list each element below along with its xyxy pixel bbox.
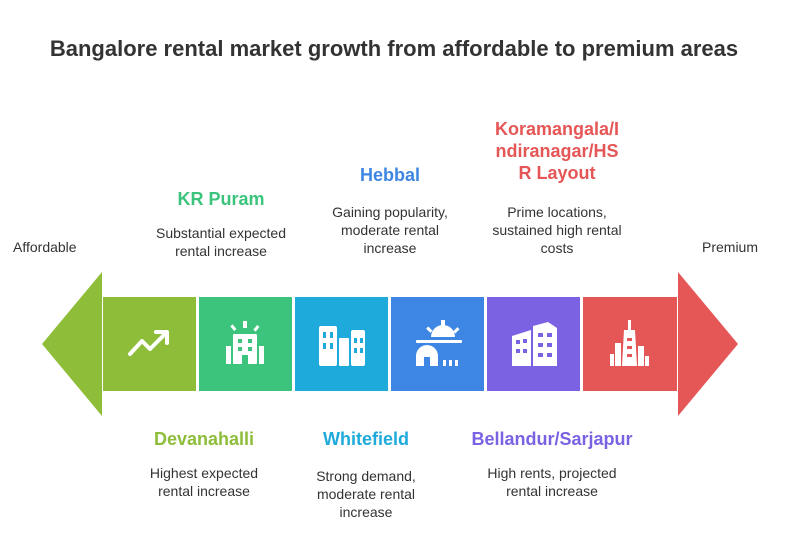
desc-hebbal-line-2: moderate rental xyxy=(340,222,440,238)
desc-hebbal-line-3: increase xyxy=(363,240,417,256)
premium-label: Premium xyxy=(702,239,759,255)
desc-koramangala-line-3: costs xyxy=(540,240,574,256)
desc-kr-puram-line-2: rental increase xyxy=(175,243,267,259)
affordable-label: Affordable xyxy=(13,239,77,255)
desc-whitefield-line-1: Strong demand, xyxy=(316,468,416,484)
heading-bellandur: Bellandur/Sarjapur xyxy=(471,429,633,449)
heading-whitefield: Whitefield xyxy=(323,429,409,449)
desc-devanahalli-line-2: rental increase xyxy=(158,483,250,499)
heading-koramangala-line-1: Koramangala/I xyxy=(494,119,620,139)
building-icon xyxy=(226,321,264,364)
desc-whitefield-line-2: moderate rental xyxy=(316,486,416,502)
sunrise-house-icon xyxy=(416,320,462,366)
heading-kr-puram: KR Puram xyxy=(177,189,265,209)
right-arrow-head xyxy=(678,272,738,416)
desc-bellandur: High rents, projected rental increase xyxy=(462,464,642,500)
left-arrow-head xyxy=(42,272,102,416)
desc-koramangala: Prime locations, sustained high rental c… xyxy=(472,203,642,257)
desc-devanahalli: Highest expected rental increase xyxy=(124,464,284,500)
desc-koramangala-line-2: sustained high rental xyxy=(492,222,622,238)
desc-hebbal-line-1: Gaining popularity, xyxy=(332,204,448,220)
heading-koramangala-line-3: R Layout xyxy=(518,163,596,183)
desc-hebbal: Gaining popularity, moderate rental incr… xyxy=(310,203,470,257)
desc-koramangala-line-1: Prime locations, xyxy=(507,204,607,220)
trend-up-icon xyxy=(128,330,169,356)
segment-hebbal xyxy=(391,297,484,391)
desc-kr-puram-line-1: Substantial expected xyxy=(156,225,286,241)
desc-whitefield-line-3: increase xyxy=(339,504,393,520)
heading-devanahalli: Devanahalli xyxy=(153,429,255,449)
desc-whitefield: Strong demand, moderate rental increase xyxy=(286,467,446,521)
tower-icon xyxy=(610,320,649,366)
desc-bellandur-line-2: rental increase xyxy=(506,483,598,499)
buildings-cluster-icon xyxy=(512,322,557,366)
heading-koramangala-line-2: ndiranagar/HS xyxy=(495,141,619,161)
page-title: Bangalore rental market growth from affo… xyxy=(49,36,739,61)
heading-koramangala: Koramangala/I ndiranagar/HS R Layout xyxy=(472,118,642,184)
desc-devanahalli-line-1: Highest expected xyxy=(149,465,259,481)
city-icon xyxy=(319,326,365,366)
segment-devanahalli xyxy=(103,297,196,391)
heading-hebbal: Hebbal xyxy=(359,165,420,185)
desc-kr-puram: Substantial expected rental increase xyxy=(141,224,301,260)
desc-bellandur-line-1: High rents, projected xyxy=(487,465,617,481)
